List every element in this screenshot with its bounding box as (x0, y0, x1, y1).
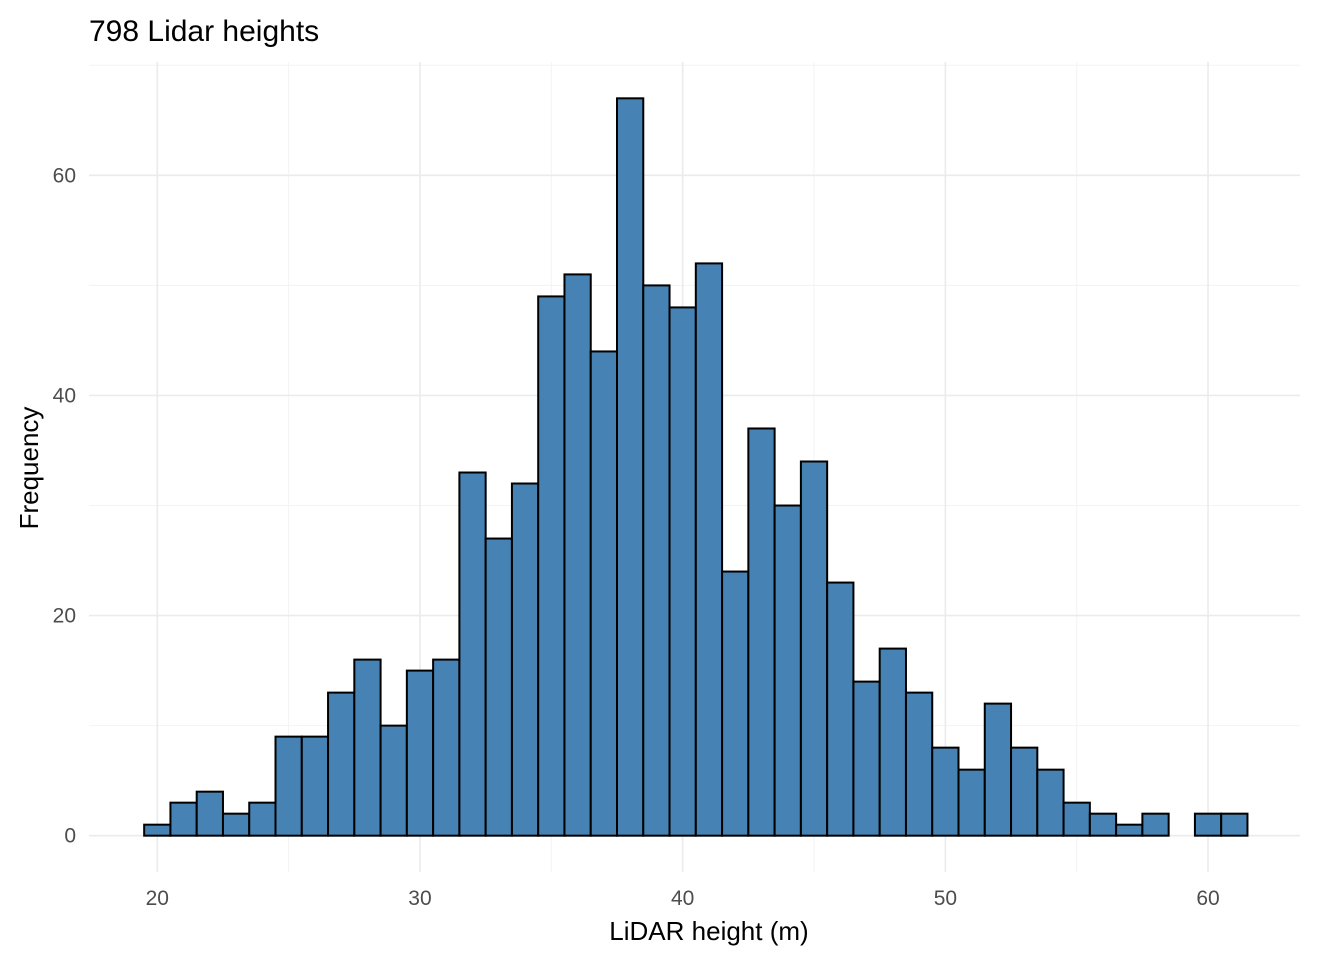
histogram-bar (694, 262, 724, 837)
histogram-bar (642, 284, 671, 837)
x-tick-label: 30 (408, 887, 431, 910)
y-axis-title: Frequency (14, 407, 44, 530)
histogram-bar (248, 801, 277, 837)
chart-title: 798 Lidar heights (89, 15, 319, 48)
histogram-bar (379, 724, 408, 837)
histogram-bar (1088, 812, 1118, 837)
y-tick-label: 20 (53, 605, 76, 628)
histogram-bar (510, 482, 540, 837)
histogram-bar (799, 460, 829, 837)
histogram-bars (143, 97, 1249, 837)
histogram-bar (589, 350, 619, 837)
histogram-bar (537, 295, 566, 837)
histogram-bar (484, 537, 513, 837)
x-tick-label: 20 (146, 887, 169, 910)
histogram-bar (904, 691, 934, 837)
histogram-bar (1062, 801, 1091, 837)
x-axis-ticks: 20 30 40 50 60 (146, 887, 1220, 910)
histogram-bar (931, 746, 960, 837)
y-tick-label: 60 (53, 164, 76, 187)
histogram-bar (983, 702, 1013, 837)
histogram-bar (405, 669, 435, 837)
x-tick-label: 60 (1196, 887, 1219, 910)
histogram-bar (747, 427, 776, 837)
histogram-bar (616, 97, 645, 837)
histogram-bar (274, 735, 303, 837)
histogram-bar (826, 581, 855, 837)
histogram-bar (852, 680, 881, 837)
histogram-bar (773, 504, 802, 837)
histogram-bar (721, 570, 750, 837)
histogram-bar (563, 273, 592, 837)
histogram-bar (668, 306, 697, 837)
histogram-bar (1115, 823, 1144, 837)
histogram-bar (169, 801, 198, 837)
histogram-bar (957, 768, 986, 837)
histogram-bar (143, 823, 172, 837)
x-tick-label: 50 (934, 887, 957, 910)
x-tick-label: 40 (671, 887, 694, 910)
histogram-bar (353, 658, 382, 837)
histogram-bar (432, 658, 461, 837)
histogram-bar (878, 647, 907, 837)
y-axis-ticks: 0 20 40 60 (53, 164, 76, 847)
histogram-bar (300, 735, 330, 837)
x-axis-title: LiDAR height (m) (609, 916, 808, 946)
y-tick-label: 0 (64, 825, 76, 848)
histogram-bar (1193, 812, 1223, 837)
histogram-bar (458, 471, 487, 837)
histogram-bar (1036, 768, 1065, 837)
histogram-bar (221, 812, 251, 837)
histogram-bar (195, 790, 224, 837)
y-tick-label: 40 (53, 384, 76, 407)
histogram-bar (327, 691, 356, 837)
histogram-bar (1220, 812, 1249, 837)
histogram-bar (1010, 746, 1039, 837)
histogram-bar (1141, 812, 1170, 837)
